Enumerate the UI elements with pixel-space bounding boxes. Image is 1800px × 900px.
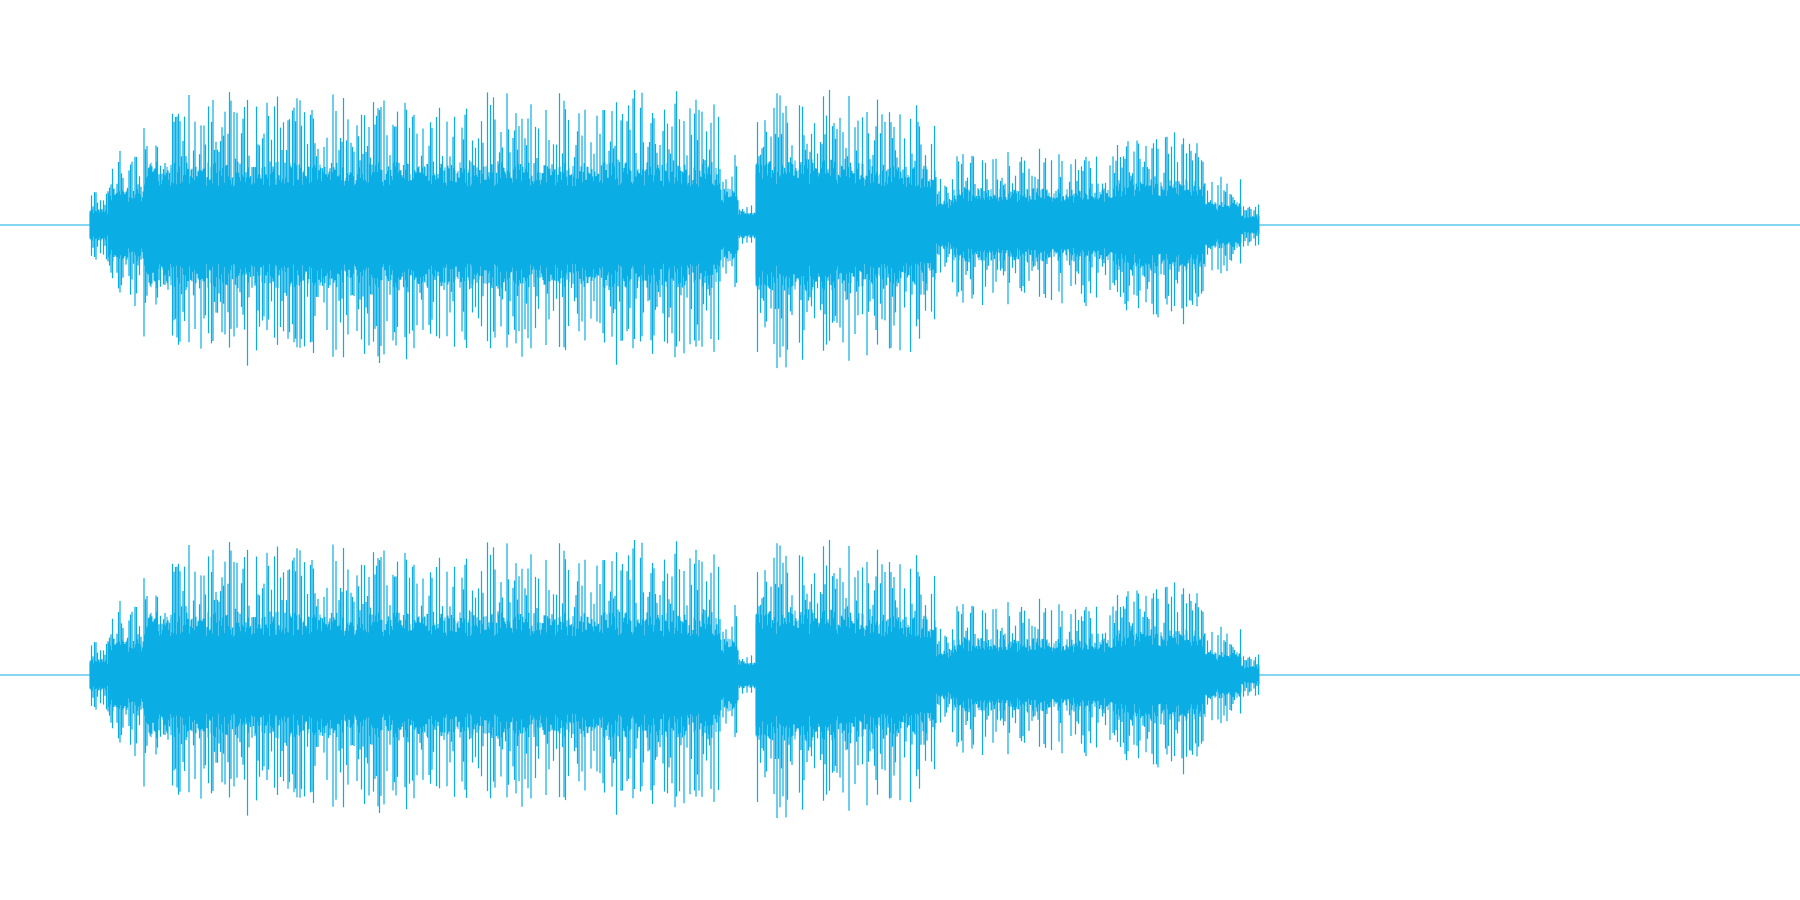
waveform-right-core — [89, 608, 1260, 742]
waveform-channel-left — [0, 89, 1800, 369]
waveform-channel-right — [0, 450, 1800, 900]
waveform-left-samples — [89, 89, 1260, 369]
waveform-right-samples — [89, 539, 1260, 819]
waveform-left-svg — [0, 89, 1800, 369]
waveform-right-svg — [0, 539, 1800, 819]
waveform-left-core — [89, 158, 1260, 292]
